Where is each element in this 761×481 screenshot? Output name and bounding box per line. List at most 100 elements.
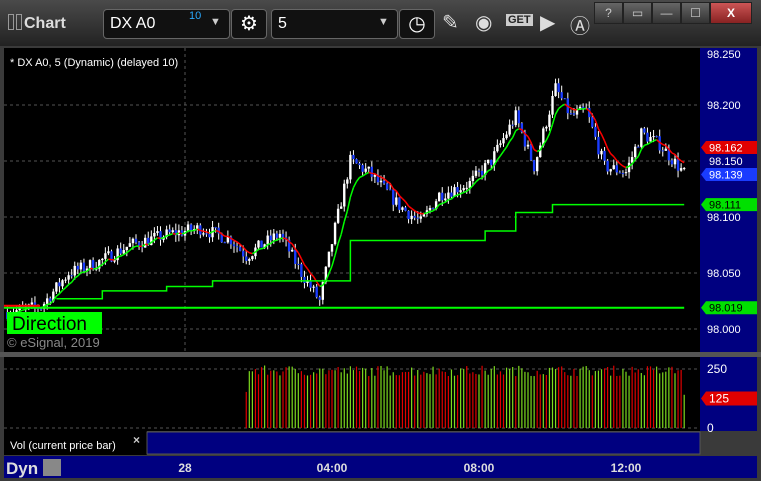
trend-line-segment xyxy=(450,195,456,200)
trend-line-segment xyxy=(196,228,201,232)
clock-icon[interactable]: ◷ xyxy=(399,9,435,39)
settings-gear-icon[interactable]: ⚙ xyxy=(231,9,267,39)
trend-line-segment xyxy=(591,114,597,121)
trend-line-segment xyxy=(588,110,593,116)
trend-line-segment xyxy=(101,261,106,266)
candle xyxy=(459,190,462,193)
trend-line-segment xyxy=(600,134,606,142)
trend-line-segment xyxy=(254,248,260,253)
candle xyxy=(379,180,383,183)
candle xyxy=(673,158,677,165)
candle xyxy=(186,224,190,232)
candle xyxy=(202,233,205,235)
trend-line-segment xyxy=(349,187,355,198)
chevron-down-icon[interactable]: ▼ xyxy=(378,16,389,28)
link-button[interactable]: ▭ xyxy=(623,2,652,24)
trend-line-segment xyxy=(441,201,446,205)
dynamic-mode[interactable]: Dyn xyxy=(6,459,38,478)
maximize-button[interactable]: ☐ xyxy=(681,2,710,24)
trend-line-segment xyxy=(193,228,198,232)
trend-line-segment xyxy=(132,245,137,249)
trend-line-segment xyxy=(677,157,682,162)
trend-line-segment xyxy=(206,231,210,234)
candle xyxy=(98,260,101,269)
candle xyxy=(352,154,355,160)
trend-line-segment xyxy=(533,149,538,153)
chevron-down-icon[interactable]: ▼ xyxy=(210,16,221,28)
time-tick: 28 xyxy=(178,461,192,475)
candle xyxy=(196,225,199,230)
trend-line-segment xyxy=(374,173,379,177)
trend-line-segment xyxy=(622,165,627,169)
direction-badge xyxy=(7,312,102,334)
candle xyxy=(309,280,312,288)
trend-line-segment xyxy=(340,221,345,235)
candle xyxy=(468,181,472,188)
trend-line-segment xyxy=(181,232,186,235)
trend-line-segment xyxy=(426,210,431,214)
candle xyxy=(496,144,499,152)
studies-icon[interactable]: ◉ xyxy=(475,12,493,34)
candle xyxy=(624,172,628,174)
candle xyxy=(447,192,450,199)
trend-line-segment xyxy=(362,173,367,177)
candle xyxy=(367,166,370,169)
alert-icon[interactable]: Ⓐ xyxy=(570,16,590,38)
symbol-input[interactable]: DX A0 10 ▼ xyxy=(103,9,230,39)
trend-line-segment xyxy=(389,183,394,190)
trend-line-segment xyxy=(242,246,247,252)
candle xyxy=(431,207,435,210)
get-icon[interactable]: GET xyxy=(506,14,533,26)
trend-line-segment xyxy=(209,231,213,234)
trend-line-segment xyxy=(478,177,483,180)
candle xyxy=(223,242,227,244)
trend-line-segment xyxy=(163,235,168,239)
trend-line-segment xyxy=(530,142,535,150)
candle xyxy=(676,158,680,171)
trend-line-segment xyxy=(252,251,256,255)
pencil-icon[interactable]: ✎ xyxy=(442,12,459,34)
candle xyxy=(422,213,426,217)
lock-icon[interactable] xyxy=(43,459,61,476)
trend-line-segment xyxy=(585,108,590,112)
trend-line-segment xyxy=(505,141,511,148)
interval-input[interactable]: 5 ▼ xyxy=(271,9,398,39)
candle xyxy=(474,170,478,176)
time-axis[interactable] xyxy=(4,456,757,478)
trend-line-segment xyxy=(650,140,654,144)
candle xyxy=(511,124,514,126)
trend-line-segment xyxy=(647,141,651,145)
candle xyxy=(401,207,404,210)
trend-line-segment xyxy=(521,129,526,135)
candle xyxy=(61,280,64,287)
trend-line-segment xyxy=(300,258,306,266)
help-button[interactable]: ? xyxy=(594,2,623,24)
candle xyxy=(364,168,367,172)
price-tick: 98.250 xyxy=(707,49,741,61)
delay-badge: 10 xyxy=(189,10,202,22)
minimize-button[interactable]: — xyxy=(652,2,681,24)
trend-line-segment xyxy=(469,184,474,190)
trend-line-segment xyxy=(65,284,70,289)
price-tick: 98.100 xyxy=(707,212,741,224)
price-chart[interactable]: 98.250 98.200 98.100 98.050 98.000 28 04:00 08:… xyxy=(0,46,761,481)
trend-line-segment xyxy=(644,143,648,146)
candle xyxy=(480,170,484,176)
price-tick: 98.000 xyxy=(707,324,741,336)
close-button[interactable]: X xyxy=(710,2,752,24)
play-icon[interactable]: ▶ xyxy=(540,12,556,34)
candle xyxy=(76,265,80,270)
price-label: 98.162 xyxy=(709,143,743,155)
close-volume-icon[interactable]: × xyxy=(133,433,140,447)
trend-line-segment xyxy=(334,243,339,256)
trend-line-segment xyxy=(325,273,330,281)
candle xyxy=(189,224,193,231)
candle xyxy=(655,136,658,138)
trend-line-segment xyxy=(640,144,645,150)
trend-line-segment xyxy=(680,160,685,164)
trend-line-segment xyxy=(55,293,60,297)
trend-line-segment xyxy=(377,175,382,178)
candle xyxy=(287,239,291,252)
price-label: 98.019 xyxy=(709,303,743,315)
candle xyxy=(220,233,223,243)
